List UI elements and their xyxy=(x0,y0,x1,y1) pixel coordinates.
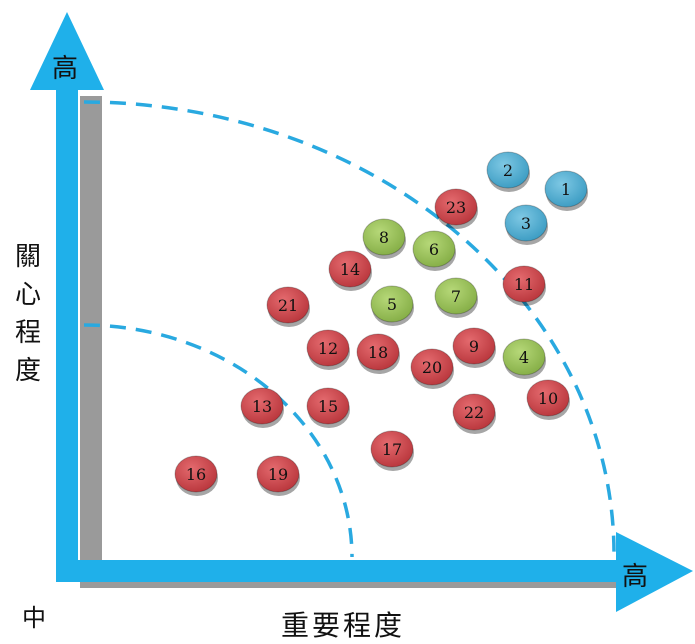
issue-bubble-14: 14 xyxy=(328,250,372,291)
issue-bubble-17: 17 xyxy=(370,430,414,471)
y-axis-arrow xyxy=(30,12,104,582)
issue-bubble-18: 18 xyxy=(356,333,400,374)
issue-bubble-label: 3 xyxy=(521,214,531,233)
issue-bubble-label: 11 xyxy=(514,275,534,294)
issue-bubble-label: 17 xyxy=(382,440,402,459)
issue-bubble-16: 16 xyxy=(174,455,218,496)
issue-bubble-10: 10 xyxy=(526,379,570,420)
issue-bubble-13: 13 xyxy=(240,387,284,428)
issue-bubble-7: 7 xyxy=(434,277,478,318)
x-axis-title: 重要程度 xyxy=(281,609,406,642)
issue-bubble-label: 19 xyxy=(268,465,288,484)
issue-bubble-23: 23 xyxy=(434,188,478,229)
issue-bubble-12: 12 xyxy=(306,329,350,370)
y-axis-title: 關心程度 xyxy=(14,242,41,386)
issue-bubble-11: 11 xyxy=(502,265,546,306)
issue-bubble-label: 20 xyxy=(422,358,442,377)
issue-bubble-label: 1 xyxy=(561,180,571,199)
issue-bubble-label: 15 xyxy=(318,397,338,416)
issue-bubble-15: 15 xyxy=(306,387,350,428)
issue-bubble-4: 4 xyxy=(502,338,546,379)
issue-bubble-label: 21 xyxy=(278,296,298,315)
issue-bubble-21: 21 xyxy=(266,286,310,327)
issue-bubble-20: 20 xyxy=(410,348,454,389)
issue-bubble-label: 10 xyxy=(538,389,558,408)
issue-bubble-6: 6 xyxy=(412,230,456,271)
y-axis-end-label: 高 xyxy=(52,54,79,84)
origin-label: 中 xyxy=(22,604,46,632)
inner-boundary-arc xyxy=(83,323,354,558)
issue-bubble-9: 9 xyxy=(452,327,496,368)
issue-bubble-label: 22 xyxy=(464,403,484,422)
outer-boundary-arc xyxy=(83,100,616,555)
issue-bubble-label: 14 xyxy=(340,260,360,279)
issue-bubble-label: 13 xyxy=(252,397,272,416)
issue-bubble-2: 2 xyxy=(486,151,530,192)
issue-bubble-label: 5 xyxy=(387,295,397,314)
issue-bubble-8: 8 xyxy=(362,218,406,259)
issue-bubble-22: 22 xyxy=(452,393,496,434)
issue-bubble-label: 18 xyxy=(368,343,388,362)
issue-bubble-1: 1 xyxy=(544,170,588,211)
issue-bubble-label: 16 xyxy=(186,465,206,484)
issue-bubble-5: 5 xyxy=(370,285,414,326)
x-axis-end-label: 高 xyxy=(622,562,649,592)
issue-bubble-label: 12 xyxy=(318,339,338,358)
issue-bubble-label: 4 xyxy=(519,348,529,367)
issue-bubble-label: 9 xyxy=(469,337,479,356)
issue-bubble-label: 23 xyxy=(446,198,466,217)
issue-bubble-3: 3 xyxy=(504,204,548,245)
issue-bubble-label: 8 xyxy=(379,228,389,247)
axes-shadow xyxy=(80,96,628,588)
issue-bubble-19: 19 xyxy=(256,455,300,496)
issue-bubble-label: 2 xyxy=(503,161,513,180)
issue-bubble-label: 7 xyxy=(451,287,461,306)
x-axis-arrow xyxy=(56,532,693,612)
issue-bubble-label: 6 xyxy=(429,240,439,259)
